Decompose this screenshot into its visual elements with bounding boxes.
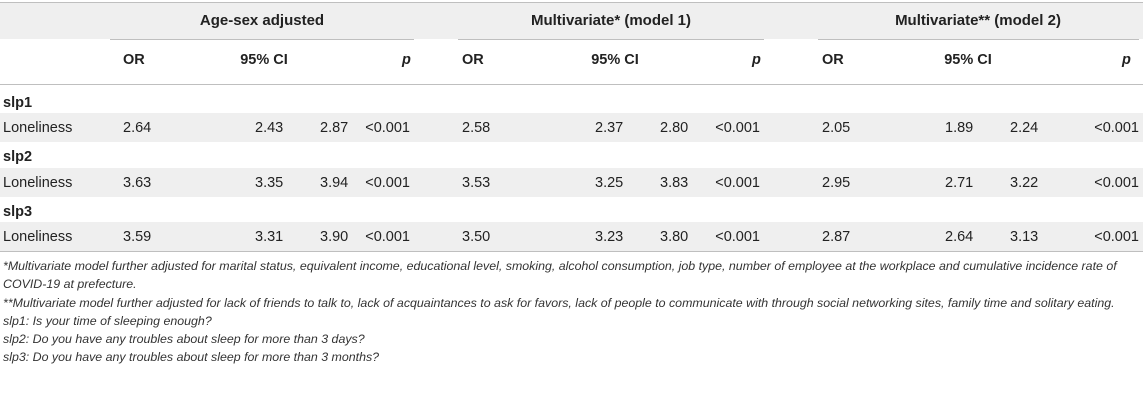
col-header-ci: 95% CI <box>944 52 992 68</box>
table-cell: 3.23 <box>595 229 624 245</box>
section-title: slp3 <box>3 204 33 220</box>
table-cell: 2.87 <box>320 120 349 136</box>
table-cell: 3.63 <box>123 175 152 191</box>
table-cell: 2.43 <box>255 120 284 136</box>
table-cell: 3.53 <box>462 175 491 191</box>
table-cell: <0.001 <box>1094 229 1139 245</box>
section-title: slp1 <box>3 95 33 111</box>
group-underline-1 <box>110 39 414 40</box>
table-row-bg <box>0 222 1143 251</box>
table-cell: 2.71 <box>945 175 974 191</box>
table-cell: <0.001 <box>365 229 410 245</box>
col-header-p: p <box>1122 52 1131 68</box>
table-cell: 3.83 <box>660 175 689 191</box>
col-header-or: OR <box>822 52 844 68</box>
table-cell: 3.94 <box>320 175 349 191</box>
table-cell: 3.50 <box>462 229 491 245</box>
table-cell: 3.59 <box>123 229 152 245</box>
table-cell: 3.13 <box>1010 229 1039 245</box>
group-header-model-2: Multivariate** (model 2) <box>895 12 1061 29</box>
table-cell: <0.001 <box>1094 120 1139 136</box>
col-header-p: p <box>402 52 411 68</box>
table-cell: 2.80 <box>660 120 689 136</box>
table-cell: 3.35 <box>255 175 284 191</box>
table-row-bg <box>0 113 1143 142</box>
table-cell: 2.64 <box>945 229 974 245</box>
table-cell: 3.25 <box>595 175 624 191</box>
col-header-ci: 95% CI <box>240 52 288 68</box>
table-cell: 3.22 <box>1010 175 1039 191</box>
footnote: **Multivariate model further adjusted fo… <box>3 295 1115 310</box>
table-cell: 3.31 <box>255 229 284 245</box>
table-cell: 2.05 <box>822 120 851 136</box>
table-cell: <0.001 <box>365 175 410 191</box>
col-header-or: OR <box>123 52 145 68</box>
col-header-p: p <box>752 52 761 68</box>
table-bottom-rule <box>0 251 1143 252</box>
col-header-or: OR <box>462 52 484 68</box>
table-cell: <0.001 <box>715 120 760 136</box>
table-cell: <0.001 <box>715 175 760 191</box>
footnote: slp3: Do you have any troubles about sle… <box>3 350 380 365</box>
row-label: Loneliness <box>3 229 73 245</box>
col-header-ci: 95% CI <box>591 52 639 68</box>
group-header-age-sex: Age-sex adjusted <box>199 12 325 29</box>
table-cell: 2.24 <box>1010 120 1039 136</box>
group-header-model-1: Multivariate* (model 1) <box>530 12 692 29</box>
table-cell: 2.37 <box>595 120 624 136</box>
table-cell: 1.89 <box>945 120 974 136</box>
table-cell: 3.90 <box>320 229 349 245</box>
table-cell: 2.64 <box>123 120 152 136</box>
table-cell: <0.001 <box>715 229 760 245</box>
footnote: slp2: Do you have any troubles about sle… <box>3 332 365 347</box>
table-row-bg <box>0 168 1143 197</box>
footnote: slp1: Is your time of sleeping enough? <box>3 313 212 328</box>
group-underline-3 <box>818 39 1139 40</box>
table-header-row-1-bg <box>0 3 1143 39</box>
section-title: slp2 <box>3 149 33 165</box>
table-cell: 3.80 <box>660 229 689 245</box>
group-underline-2 <box>458 39 764 40</box>
header-bottom-rule <box>0 84 1143 85</box>
table-cell: 2.87 <box>822 229 851 245</box>
row-label: Loneliness <box>3 120 73 136</box>
row-label: Loneliness <box>3 175 73 191</box>
footnotes: *Multivariate model further adjusted for… <box>3 257 1139 367</box>
footnote: *Multivariate model further adjusted for… <box>3 259 1117 292</box>
table-cell: 2.58 <box>462 120 491 136</box>
table-cell: <0.001 <box>1094 175 1139 191</box>
table-top-rule <box>0 2 1143 3</box>
table-cell: <0.001 <box>365 120 410 136</box>
table-cell: 2.95 <box>822 175 851 191</box>
